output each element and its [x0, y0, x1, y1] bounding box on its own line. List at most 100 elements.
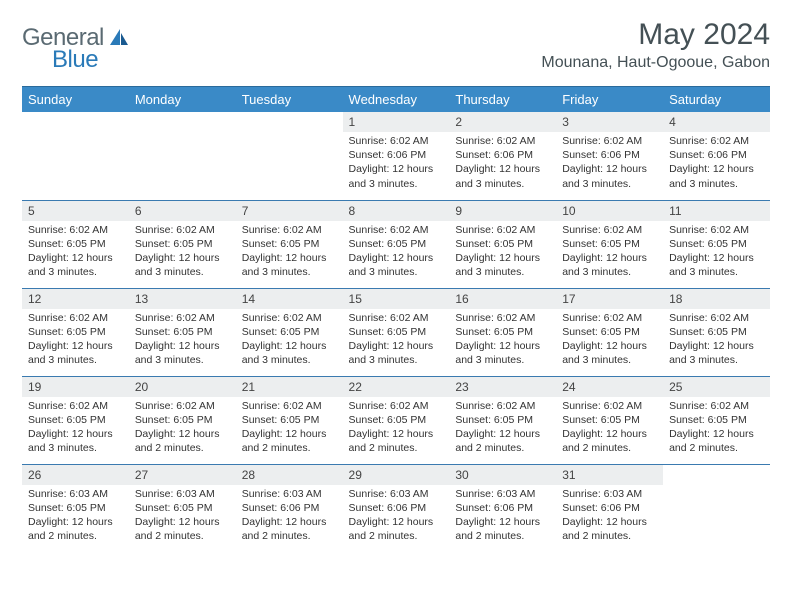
- day-details: Sunrise: 6:03 AMSunset: 6:06 PMDaylight:…: [556, 485, 663, 548]
- calendar-day-cell: 23Sunrise: 6:02 AMSunset: 6:05 PMDayligh…: [449, 376, 556, 464]
- day-number: 4: [663, 112, 770, 132]
- day-number: 23: [449, 377, 556, 397]
- calendar-day-cell: 12Sunrise: 6:02 AMSunset: 6:05 PMDayligh…: [22, 288, 129, 376]
- day-number: 30: [449, 465, 556, 485]
- calendar-day-cell: 21Sunrise: 6:02 AMSunset: 6:05 PMDayligh…: [236, 376, 343, 464]
- calendar-day-cell: 20Sunrise: 6:02 AMSunset: 6:05 PMDayligh…: [129, 376, 236, 464]
- day-number: 25: [663, 377, 770, 397]
- day-details: Sunrise: 6:02 AMSunset: 6:06 PMDaylight:…: [663, 132, 770, 195]
- sail-icon: [108, 27, 130, 52]
- calendar-day-cell: 19Sunrise: 6:02 AMSunset: 6:05 PMDayligh…: [22, 376, 129, 464]
- calendar-day-cell: 25Sunrise: 6:02 AMSunset: 6:05 PMDayligh…: [663, 376, 770, 464]
- calendar-day-cell: 22Sunrise: 6:02 AMSunset: 6:05 PMDayligh…: [343, 376, 450, 464]
- day-header: Wednesday: [343, 87, 450, 113]
- day-number: 6: [129, 201, 236, 221]
- day-number: [236, 112, 343, 132]
- day-number: 11: [663, 201, 770, 221]
- day-number: 9: [449, 201, 556, 221]
- location: Mounana, Haut-Ogooue, Gabon: [541, 54, 770, 72]
- calendar-week-row: 19Sunrise: 6:02 AMSunset: 6:05 PMDayligh…: [22, 376, 770, 464]
- day-header: Sunday: [22, 87, 129, 113]
- day-details: Sunrise: 6:02 AMSunset: 6:05 PMDaylight:…: [22, 309, 129, 372]
- day-number: 3: [556, 112, 663, 132]
- calendar-day-cell: 30Sunrise: 6:03 AMSunset: 6:06 PMDayligh…: [449, 464, 556, 552]
- day-number: 16: [449, 289, 556, 309]
- calendar-week-row: 12Sunrise: 6:02 AMSunset: 6:05 PMDayligh…: [22, 288, 770, 376]
- day-header: Monday: [129, 87, 236, 113]
- title-block: May 2024 Mounana, Haut-Ogooue, Gabon: [541, 18, 770, 72]
- calendar-day-cell: [236, 112, 343, 200]
- day-details: Sunrise: 6:02 AMSunset: 6:05 PMDaylight:…: [22, 397, 129, 460]
- day-number: 7: [236, 201, 343, 221]
- day-details: Sunrise: 6:02 AMSunset: 6:05 PMDaylight:…: [236, 221, 343, 284]
- calendar-day-cell: 31Sunrise: 6:03 AMSunset: 6:06 PMDayligh…: [556, 464, 663, 552]
- day-header: Friday: [556, 87, 663, 113]
- day-number: 26: [22, 465, 129, 485]
- day-number: 1: [343, 112, 450, 132]
- day-details: Sunrise: 6:02 AMSunset: 6:06 PMDaylight:…: [556, 132, 663, 195]
- calendar-day-cell: 14Sunrise: 6:02 AMSunset: 6:05 PMDayligh…: [236, 288, 343, 376]
- day-number: 28: [236, 465, 343, 485]
- day-number: 21: [236, 377, 343, 397]
- day-details: Sunrise: 6:02 AMSunset: 6:05 PMDaylight:…: [129, 397, 236, 460]
- calendar-day-cell: 28Sunrise: 6:03 AMSunset: 6:06 PMDayligh…: [236, 464, 343, 552]
- day-details: Sunrise: 6:03 AMSunset: 6:06 PMDaylight:…: [449, 485, 556, 548]
- calendar-week-row: 26Sunrise: 6:03 AMSunset: 6:05 PMDayligh…: [22, 464, 770, 552]
- calendar-day-cell: 11Sunrise: 6:02 AMSunset: 6:05 PMDayligh…: [663, 200, 770, 288]
- day-details: Sunrise: 6:02 AMSunset: 6:05 PMDaylight:…: [22, 221, 129, 284]
- day-number: 31: [556, 465, 663, 485]
- day-details: Sunrise: 6:02 AMSunset: 6:06 PMDaylight:…: [449, 132, 556, 195]
- calendar-day-cell: 10Sunrise: 6:02 AMSunset: 6:05 PMDayligh…: [556, 200, 663, 288]
- day-details: Sunrise: 6:03 AMSunset: 6:06 PMDaylight:…: [236, 485, 343, 548]
- day-number: 29: [343, 465, 450, 485]
- day-number: 5: [22, 201, 129, 221]
- day-details: Sunrise: 6:02 AMSunset: 6:05 PMDaylight:…: [663, 397, 770, 460]
- day-details: Sunrise: 6:02 AMSunset: 6:05 PMDaylight:…: [663, 309, 770, 372]
- day-header: Tuesday: [236, 87, 343, 113]
- logo-text-blue: Blue: [52, 46, 98, 74]
- calendar-day-cell: 16Sunrise: 6:02 AMSunset: 6:05 PMDayligh…: [449, 288, 556, 376]
- calendar-day-cell: 13Sunrise: 6:02 AMSunset: 6:05 PMDayligh…: [129, 288, 236, 376]
- day-header-row: SundayMondayTuesdayWednesdayThursdayFrid…: [22, 87, 770, 113]
- calendar-day-cell: 27Sunrise: 6:03 AMSunset: 6:05 PMDayligh…: [129, 464, 236, 552]
- day-details: Sunrise: 6:02 AMSunset: 6:05 PMDaylight:…: [449, 397, 556, 460]
- calendar-day-cell: 18Sunrise: 6:02 AMSunset: 6:05 PMDayligh…: [663, 288, 770, 376]
- day-details: Sunrise: 6:02 AMSunset: 6:05 PMDaylight:…: [343, 221, 450, 284]
- month-title: May 2024: [541, 18, 770, 52]
- day-number: 27: [129, 465, 236, 485]
- day-number: 22: [343, 377, 450, 397]
- day-number: 8: [343, 201, 450, 221]
- day-details: Sunrise: 6:02 AMSunset: 6:05 PMDaylight:…: [556, 221, 663, 284]
- calendar-day-cell: 24Sunrise: 6:02 AMSunset: 6:05 PMDayligh…: [556, 376, 663, 464]
- day-details: Sunrise: 6:02 AMSunset: 6:05 PMDaylight:…: [556, 397, 663, 460]
- day-details: Sunrise: 6:02 AMSunset: 6:05 PMDaylight:…: [129, 309, 236, 372]
- day-details: Sunrise: 6:02 AMSunset: 6:05 PMDaylight:…: [236, 397, 343, 460]
- day-number: 18: [663, 289, 770, 309]
- day-number: 12: [22, 289, 129, 309]
- calendar-day-cell: 6Sunrise: 6:02 AMSunset: 6:05 PMDaylight…: [129, 200, 236, 288]
- day-details: Sunrise: 6:02 AMSunset: 6:05 PMDaylight:…: [556, 309, 663, 372]
- calendar-body: 1Sunrise: 6:02 AMSunset: 6:06 PMDaylight…: [22, 112, 770, 552]
- calendar-day-cell: 26Sunrise: 6:03 AMSunset: 6:05 PMDayligh…: [22, 464, 129, 552]
- day-number: 19: [22, 377, 129, 397]
- calendar-day-cell: 4Sunrise: 6:02 AMSunset: 6:06 PMDaylight…: [663, 112, 770, 200]
- day-details: Sunrise: 6:03 AMSunset: 6:06 PMDaylight:…: [343, 485, 450, 548]
- calendar-day-cell: 1Sunrise: 6:02 AMSunset: 6:06 PMDaylight…: [343, 112, 450, 200]
- day-number: 17: [556, 289, 663, 309]
- day-details: Sunrise: 6:02 AMSunset: 6:06 PMDaylight:…: [343, 132, 450, 195]
- day-number: 2: [449, 112, 556, 132]
- day-details: Sunrise: 6:02 AMSunset: 6:05 PMDaylight:…: [663, 221, 770, 284]
- calendar-day-cell: 7Sunrise: 6:02 AMSunset: 6:05 PMDaylight…: [236, 200, 343, 288]
- calendar-week-row: 1Sunrise: 6:02 AMSunset: 6:06 PMDaylight…: [22, 112, 770, 200]
- day-details: Sunrise: 6:03 AMSunset: 6:05 PMDaylight:…: [129, 485, 236, 548]
- calendar-day-cell: 29Sunrise: 6:03 AMSunset: 6:06 PMDayligh…: [343, 464, 450, 552]
- day-number: [22, 112, 129, 132]
- day-details: Sunrise: 6:02 AMSunset: 6:05 PMDaylight:…: [343, 309, 450, 372]
- day-details: Sunrise: 6:02 AMSunset: 6:05 PMDaylight:…: [449, 221, 556, 284]
- day-details: Sunrise: 6:02 AMSunset: 6:05 PMDaylight:…: [236, 309, 343, 372]
- calendar-day-cell: [663, 464, 770, 552]
- day-number: [663, 465, 770, 485]
- day-details: Sunrise: 6:02 AMSunset: 6:05 PMDaylight:…: [449, 309, 556, 372]
- day-header: Thursday: [449, 87, 556, 113]
- day-details: Sunrise: 6:02 AMSunset: 6:05 PMDaylight:…: [129, 221, 236, 284]
